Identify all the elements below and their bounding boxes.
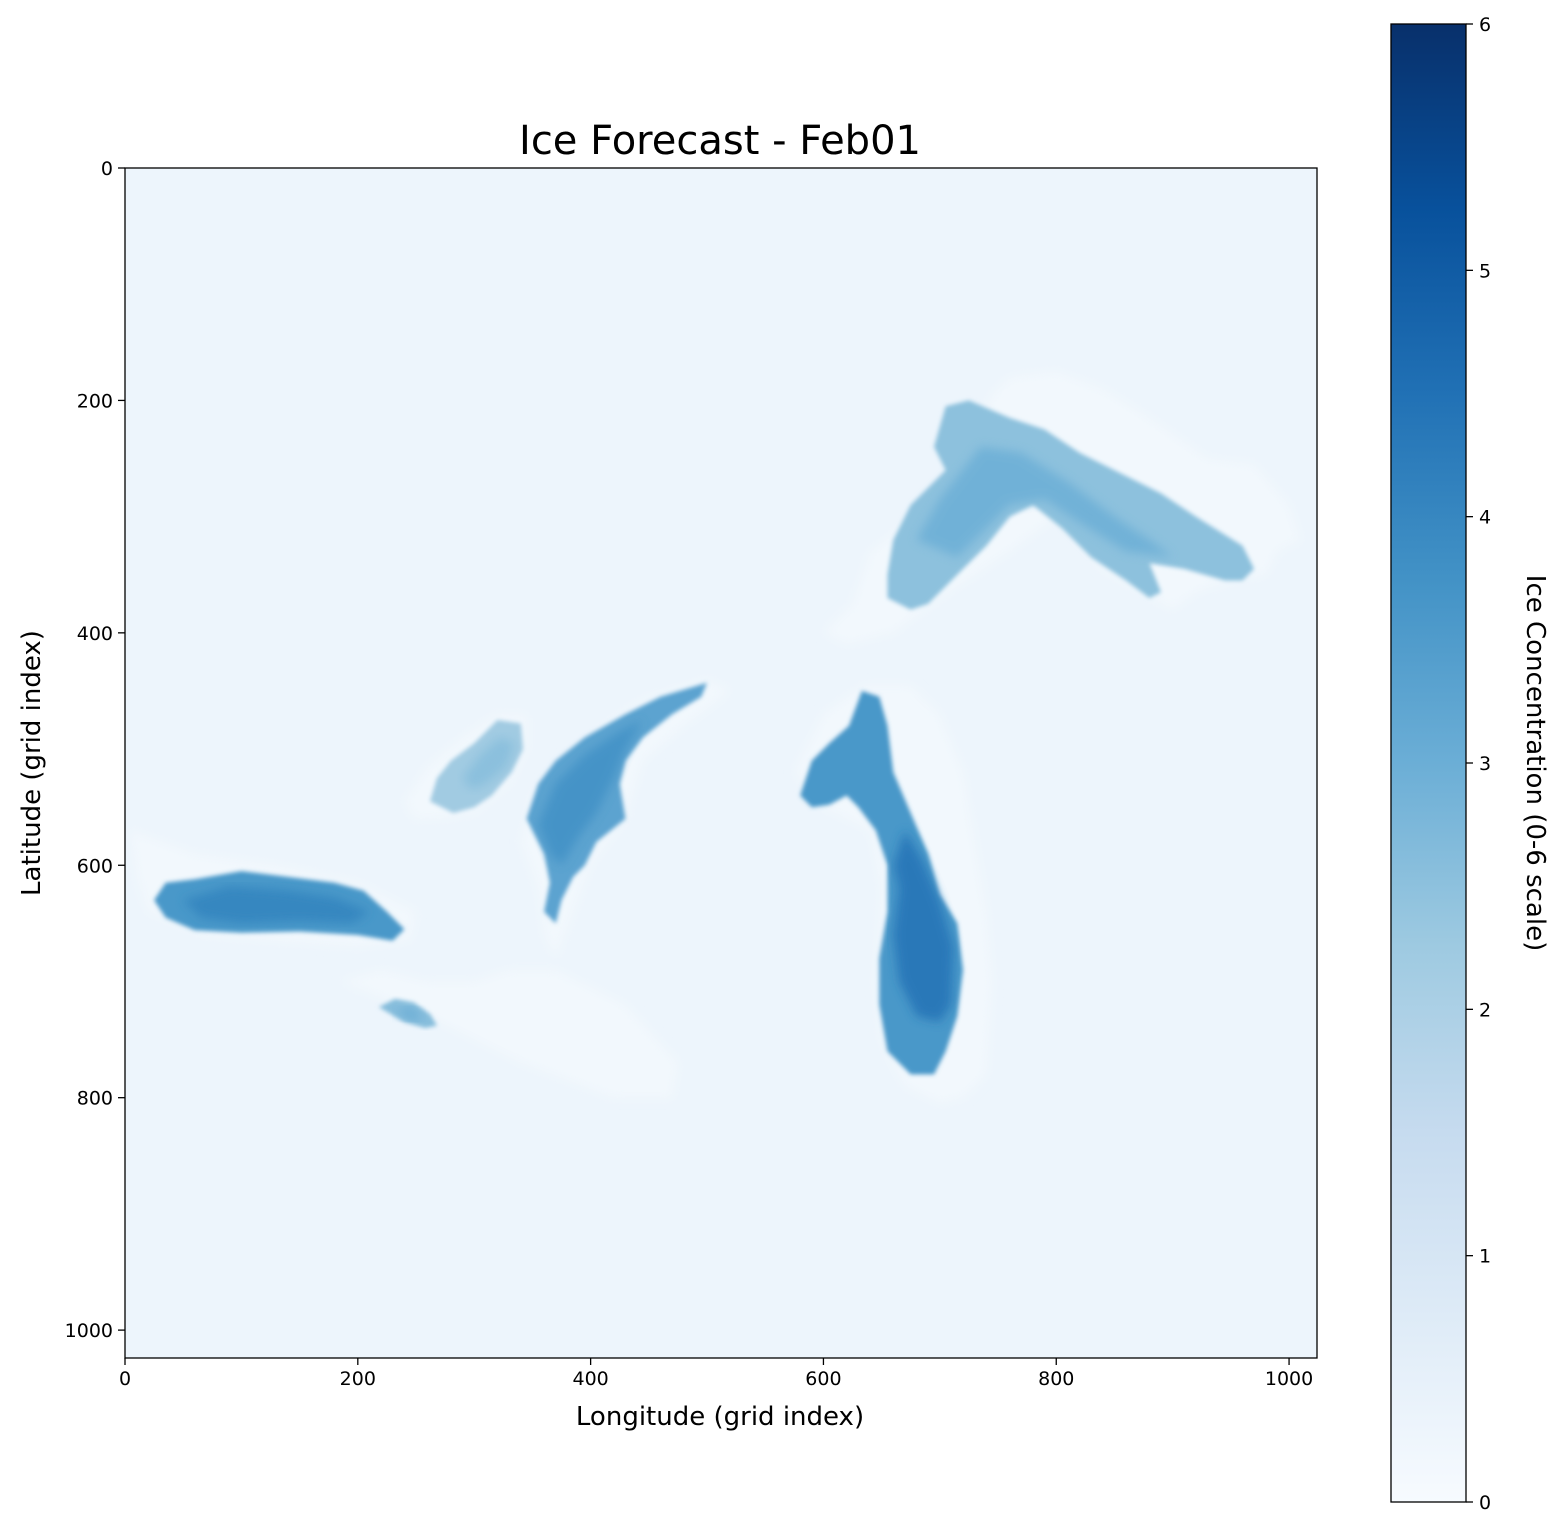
colorbar-ticks: 0 1 2 3 4 5 6 bbox=[1466, 14, 1491, 1514]
colorbar bbox=[1390, 23, 1467, 1503]
x-tick-label: 400 bbox=[572, 1368, 608, 1390]
y-tick-label: 800 bbox=[77, 1088, 113, 1110]
y-tick-label: 400 bbox=[77, 623, 113, 645]
middle-northwest-lake-halo bbox=[520, 679, 731, 959]
southwest-lake-core bbox=[183, 886, 370, 924]
region-center-long-lake bbox=[794, 685, 993, 1104]
ice-regions bbox=[130, 371, 1301, 1104]
x-tick-label: 1000 bbox=[1265, 1368, 1313, 1390]
center-long-lake-core bbox=[893, 830, 954, 1023]
colorbar-tick-label: 4 bbox=[1479, 507, 1491, 529]
plot-frame bbox=[124, 167, 1318, 1359]
x-tick-label: 600 bbox=[805, 1368, 841, 1390]
y-tick-label: 1000 bbox=[65, 1320, 113, 1342]
middle-west-small-lake-core bbox=[462, 737, 515, 790]
colorbar-tick-label: 2 bbox=[1479, 999, 1491, 1021]
chart-title: Ice Forecast - Feb01 bbox=[519, 118, 921, 164]
colorbar-tick-label: 5 bbox=[1479, 260, 1491, 282]
y-axis-label: Latitude (grid index) bbox=[17, 630, 47, 896]
north-upper-lake-core bbox=[916, 446, 1173, 558]
middle-northwest-lake-core bbox=[538, 720, 643, 866]
colorbar-label: Ice Concentration (0-6 scale) bbox=[1520, 575, 1548, 951]
x-tick-label: 800 bbox=[1038, 1368, 1074, 1390]
colorbar-tick-label: 3 bbox=[1479, 753, 1491, 775]
region-north-upper-lake bbox=[823, 371, 1301, 645]
y-tick-label: 0 bbox=[101, 158, 113, 180]
colorbar-tick-label: 1 bbox=[1479, 1246, 1491, 1268]
y-axis: 0 200 400 600 800 1000 bbox=[65, 158, 125, 1342]
region-middle-northwest-lake bbox=[520, 679, 731, 959]
region-southwest-lake bbox=[130, 830, 417, 947]
y-tick-label: 200 bbox=[77, 390, 113, 412]
south-small-lake-halo bbox=[340, 969, 678, 1098]
y-tick-label: 600 bbox=[77, 855, 113, 877]
colorbar-tick-label: 6 bbox=[1479, 14, 1491, 36]
middle-northwest-lake-ice bbox=[526, 682, 707, 924]
region-south-small-lake bbox=[340, 969, 678, 1098]
x-axis-label: Longitude (grid index) bbox=[576, 1402, 864, 1432]
x-tick-label: 0 bbox=[119, 1368, 131, 1390]
x-tick-label: 200 bbox=[340, 1368, 376, 1390]
colorbar-tick-label: 0 bbox=[1479, 1492, 1491, 1514]
plot-background bbox=[125, 168, 1317, 1358]
south-small-lake-core bbox=[395, 1007, 423, 1021]
region-middle-west-small-lake bbox=[404, 714, 527, 819]
x-axis: 0 200 400 600 800 1000 bbox=[119, 1358, 1313, 1390]
